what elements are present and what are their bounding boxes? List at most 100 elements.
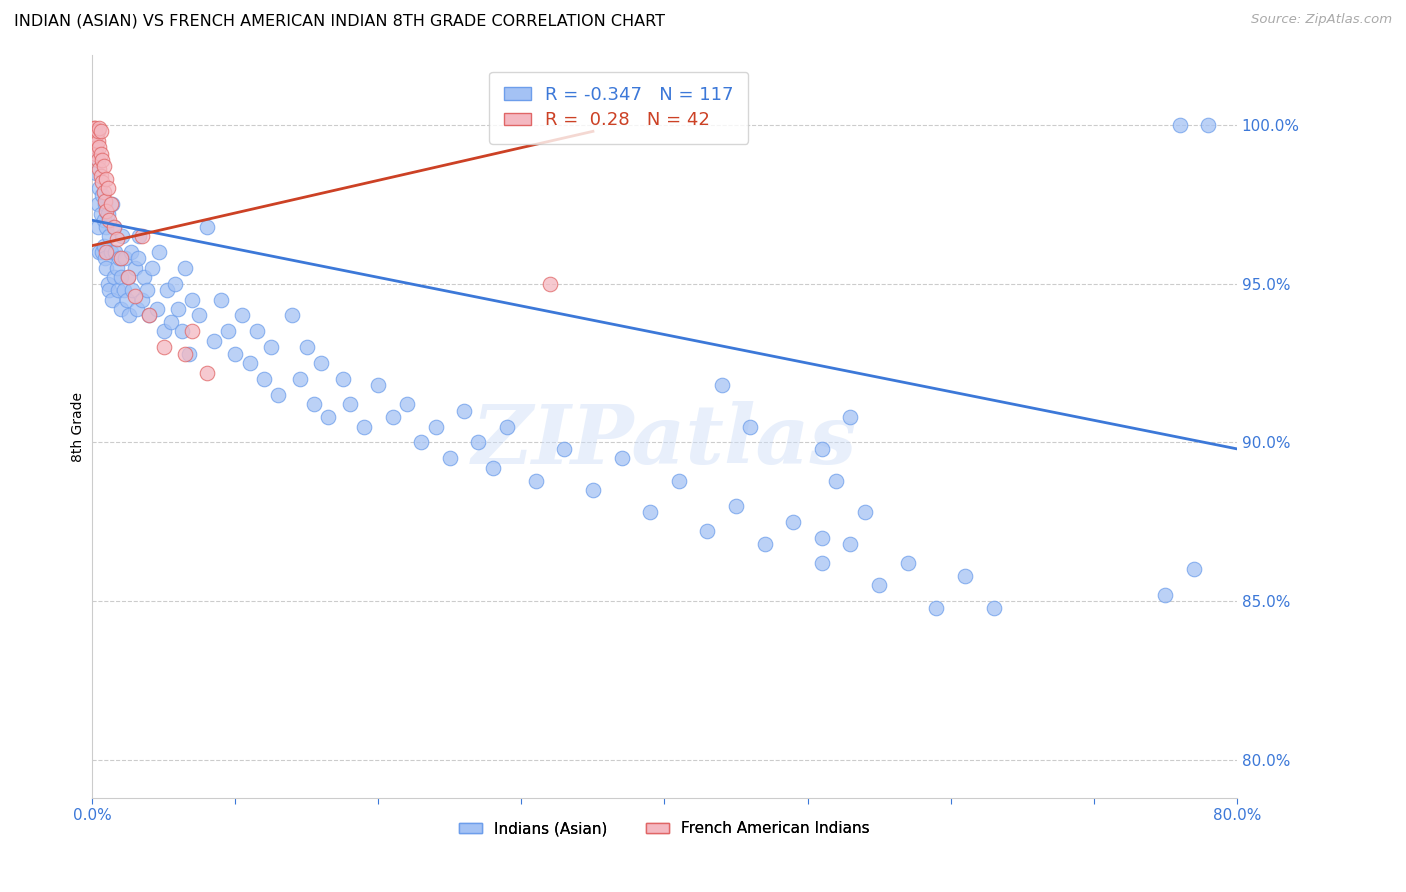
Point [115, 293, 138, 307]
Point [1197, 118, 1219, 132]
Point [148, 244, 170, 259]
Point [174, 260, 197, 275]
Point [172, 324, 194, 338]
Point [105, 232, 128, 246]
Point [155, 283, 177, 297]
Point [90, 207, 112, 221]
Point [98, 213, 121, 227]
Point [101, 197, 124, 211]
Point [90, 146, 112, 161]
Point [983, 600, 1005, 615]
Point [127, 252, 149, 266]
Point [97, 277, 120, 291]
Point [91, 153, 114, 167]
Point [98, 229, 121, 244]
Point [84, 121, 107, 136]
Point [104, 244, 127, 259]
Point [209, 293, 232, 307]
Point [86, 140, 108, 154]
Point [107, 283, 129, 297]
Point [825, 474, 848, 488]
Point [124, 289, 146, 303]
Point [86, 128, 108, 142]
Point [110, 302, 132, 317]
Text: ZIPatlas: ZIPatlas [472, 401, 858, 482]
Point [395, 397, 418, 411]
Point [112, 283, 135, 297]
Point [93, 213, 115, 227]
Point [224, 346, 246, 360]
Point [97, 207, 120, 221]
Point [582, 483, 605, 497]
Point [96, 172, 118, 186]
Point [94, 194, 117, 209]
Point [86, 166, 108, 180]
Point [94, 197, 117, 211]
Point [135, 283, 157, 297]
Point [87, 134, 110, 148]
Point [100, 197, 122, 211]
Point [439, 451, 461, 466]
Point [141, 260, 163, 275]
Point [811, 531, 834, 545]
Point [281, 309, 304, 323]
Point [87, 153, 110, 167]
Point [91, 175, 114, 189]
Point [89, 181, 111, 195]
Point [145, 302, 167, 317]
Point [100, 244, 122, 259]
Point [89, 140, 111, 154]
Point [425, 419, 447, 434]
Point [696, 524, 718, 539]
Point [710, 378, 733, 392]
Point [367, 378, 389, 392]
Point [925, 600, 948, 615]
Point [101, 293, 124, 307]
Point [1154, 588, 1177, 602]
Point [91, 244, 114, 259]
Point [118, 309, 141, 323]
Point [202, 334, 225, 348]
Point [740, 419, 762, 434]
Point [117, 270, 139, 285]
Point [953, 569, 976, 583]
Point [138, 309, 160, 323]
Point [381, 410, 404, 425]
Point [125, 302, 148, 317]
Point [524, 474, 547, 488]
Point [195, 366, 218, 380]
Point [1168, 118, 1191, 132]
Point [110, 252, 132, 266]
Point [453, 403, 475, 417]
Point [231, 309, 253, 323]
Point [1182, 562, 1205, 576]
Point [496, 419, 519, 434]
Point [98, 283, 121, 297]
Point [96, 219, 118, 234]
Point [121, 283, 143, 297]
Point [86, 146, 108, 161]
Point [246, 324, 269, 338]
Point [103, 219, 125, 234]
Point [238, 356, 260, 370]
Text: Source: ZipAtlas.com: Source: ZipAtlas.com [1251, 13, 1392, 27]
Point [108, 252, 131, 266]
Point [93, 185, 115, 199]
Point [754, 537, 776, 551]
Point [295, 340, 318, 354]
Point [87, 219, 110, 234]
Point [90, 169, 112, 183]
Point [131, 229, 153, 244]
Point [288, 372, 311, 386]
Point [83, 128, 105, 142]
Point [332, 372, 354, 386]
Point [87, 124, 110, 138]
Point [110, 270, 132, 285]
Point [97, 181, 120, 195]
Point [811, 556, 834, 570]
Point [538, 277, 561, 291]
Point [811, 442, 834, 456]
Point [152, 340, 174, 354]
Point [96, 260, 118, 275]
Point [181, 324, 204, 338]
